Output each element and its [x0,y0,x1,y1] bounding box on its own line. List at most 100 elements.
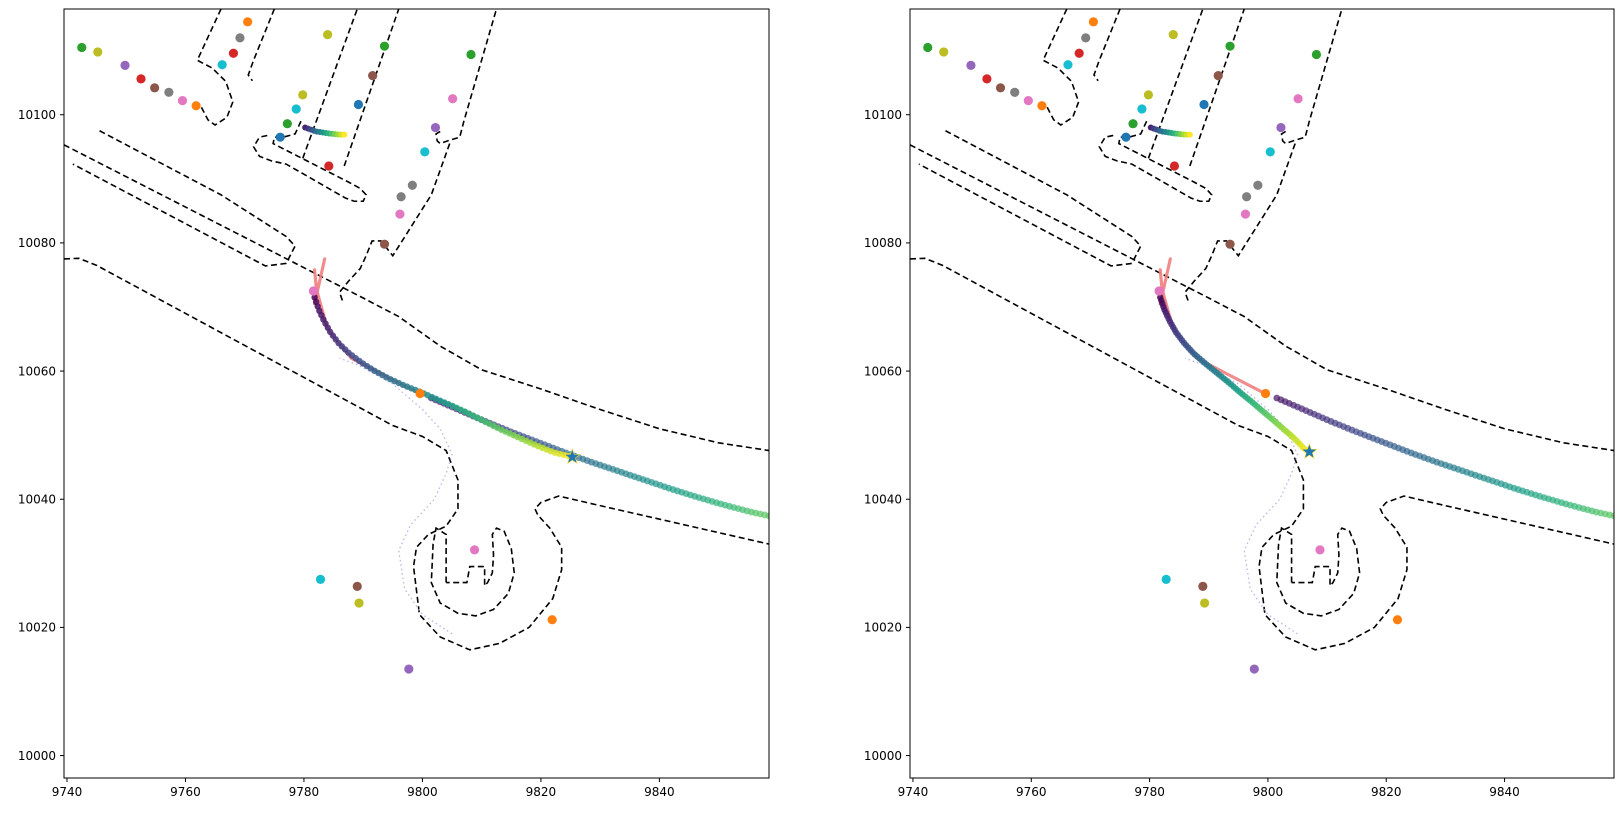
y-tick-label: 10100 [864,108,902,122]
agent-point [164,87,174,97]
agent-point [1213,71,1223,81]
x-tick-label: 9740 [52,785,83,799]
agent-point [1128,119,1138,129]
agent-point [1293,94,1303,104]
agent-point [395,209,405,219]
agent-point [354,598,364,608]
agent-point [995,83,1006,93]
agent-point [243,17,253,27]
plot-area [64,9,769,674]
lane-boundary-5 [1093,9,1121,82]
agent-point [368,71,378,81]
lane-boundary-5 [247,9,276,82]
future-point [1610,512,1614,520]
agent-trail-point [341,131,348,138]
agent-point [315,574,326,584]
agent-point [396,192,406,202]
agent-point [1063,60,1073,70]
lane-boundary-0 [64,144,769,452]
agent-point [228,48,239,58]
agent-point [308,286,319,296]
x-tick-label: 9760 [1016,785,1047,799]
agent-point [1037,101,1047,111]
x-tick-label: 9840 [1489,785,1520,799]
agent-point [469,545,480,555]
aux-dotted-path [339,357,453,635]
y-tick-label: 10080 [18,236,56,250]
agent-point [1154,286,1164,296]
agent-point [282,119,292,129]
agent-point [217,60,227,70]
plot-frame [63,8,770,779]
lane-boundary-8 [1189,9,1246,167]
y-tick-label: 10000 [18,749,56,763]
x-tick-label: 9780 [1134,785,1165,799]
agent-point [1200,598,1210,608]
y-tick-label: 10020 [864,621,902,635]
lane-boundary-3 [1275,526,1361,617]
future-point [765,512,769,520]
agent-point [404,664,414,674]
y-tick-label: 10060 [18,364,56,378]
agent-point [353,99,364,110]
agent-point [1121,132,1131,142]
agent-point [1010,87,1020,97]
agent-trail-point [1186,131,1193,138]
agent-point [966,60,976,70]
y-tick-label: 10000 [864,749,902,763]
ego-current-star [563,448,581,465]
agent-point [1240,209,1251,219]
agent-point [1315,545,1325,555]
agent-point [415,388,425,399]
lane-boundary-1 [918,130,1142,267]
plot-area [910,9,1614,674]
agent-point [275,132,285,142]
lane-boundary-10 [338,143,451,301]
agent-point [1161,574,1171,584]
agent-point [1392,615,1403,625]
agent-point [298,90,308,100]
agent-point [1143,90,1154,100]
agent-point [177,96,188,106]
agent-point [1137,104,1147,114]
lane-boundary-6 [1098,120,1213,203]
lane-boundary-1 [72,130,297,267]
agent-point [379,41,390,51]
lane-boundary-8 [343,9,400,167]
agent-point [1225,239,1235,249]
agent-point [939,47,949,57]
y-tick-label: 10060 [864,364,902,378]
agent-point [1265,147,1275,157]
agent-point [1199,99,1209,110]
agent-point [1242,192,1252,202]
agent-point [93,47,103,57]
lane-boundary-4 [196,9,234,126]
agent-point [1260,388,1271,399]
lane-boundary-3 [430,526,516,617]
lane-boundary-4 [1042,9,1080,126]
left-panel: 9740 9760 9780 9800 9820 9840 10000 10020 10040 1… [18,8,770,799]
x-tick-label: 9760 [170,785,201,799]
agent-point [420,147,430,157]
agent-point [1249,664,1259,674]
lane-boundary-7 [301,9,359,159]
lane-boundary-7 [1147,9,1204,159]
agent-point [430,122,441,133]
agent-point [323,30,333,40]
y-tick-label: 10100 [18,108,56,122]
agent-point [150,83,160,93]
lane-boundary-6 [252,120,368,203]
agent-point [77,42,87,53]
agent-point [407,180,417,190]
y-tick-label: 10040 [864,492,902,506]
agent-point [191,101,201,111]
y-tick-label: 10080 [864,236,902,250]
lane-boundary-9 [1280,9,1343,145]
x-tick-label: 9820 [526,785,557,799]
agent-point [235,33,245,43]
agent-point [120,60,130,70]
agent-point [291,104,301,114]
agent-point [1311,49,1322,60]
plot-frame [909,8,1615,779]
